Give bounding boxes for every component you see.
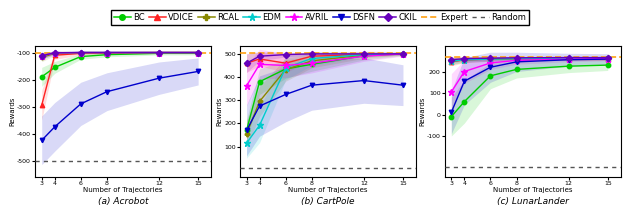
X-axis label: Number of Trajectories: Number of Trajectories <box>83 187 163 193</box>
Y-axis label: Rewards: Rewards <box>419 97 426 126</box>
Text: (c) LunarLander: (c) LunarLander <box>497 197 569 206</box>
Text: (a) Acrobot: (a) Acrobot <box>98 197 148 206</box>
Y-axis label: Rewards: Rewards <box>10 97 15 126</box>
X-axis label: Number of Trajectories: Number of Trajectories <box>288 187 368 193</box>
X-axis label: Number of Trajectories: Number of Trajectories <box>493 187 573 193</box>
Legend: BC, VDICE, RCAL, EDM, AVRIL, DSFN, CKIL, Expert, Random: BC, VDICE, RCAL, EDM, AVRIL, DSFN, CKIL,… <box>111 10 529 25</box>
Text: (b) CartPole: (b) CartPole <box>301 197 355 206</box>
Y-axis label: Rewards: Rewards <box>217 97 223 126</box>
